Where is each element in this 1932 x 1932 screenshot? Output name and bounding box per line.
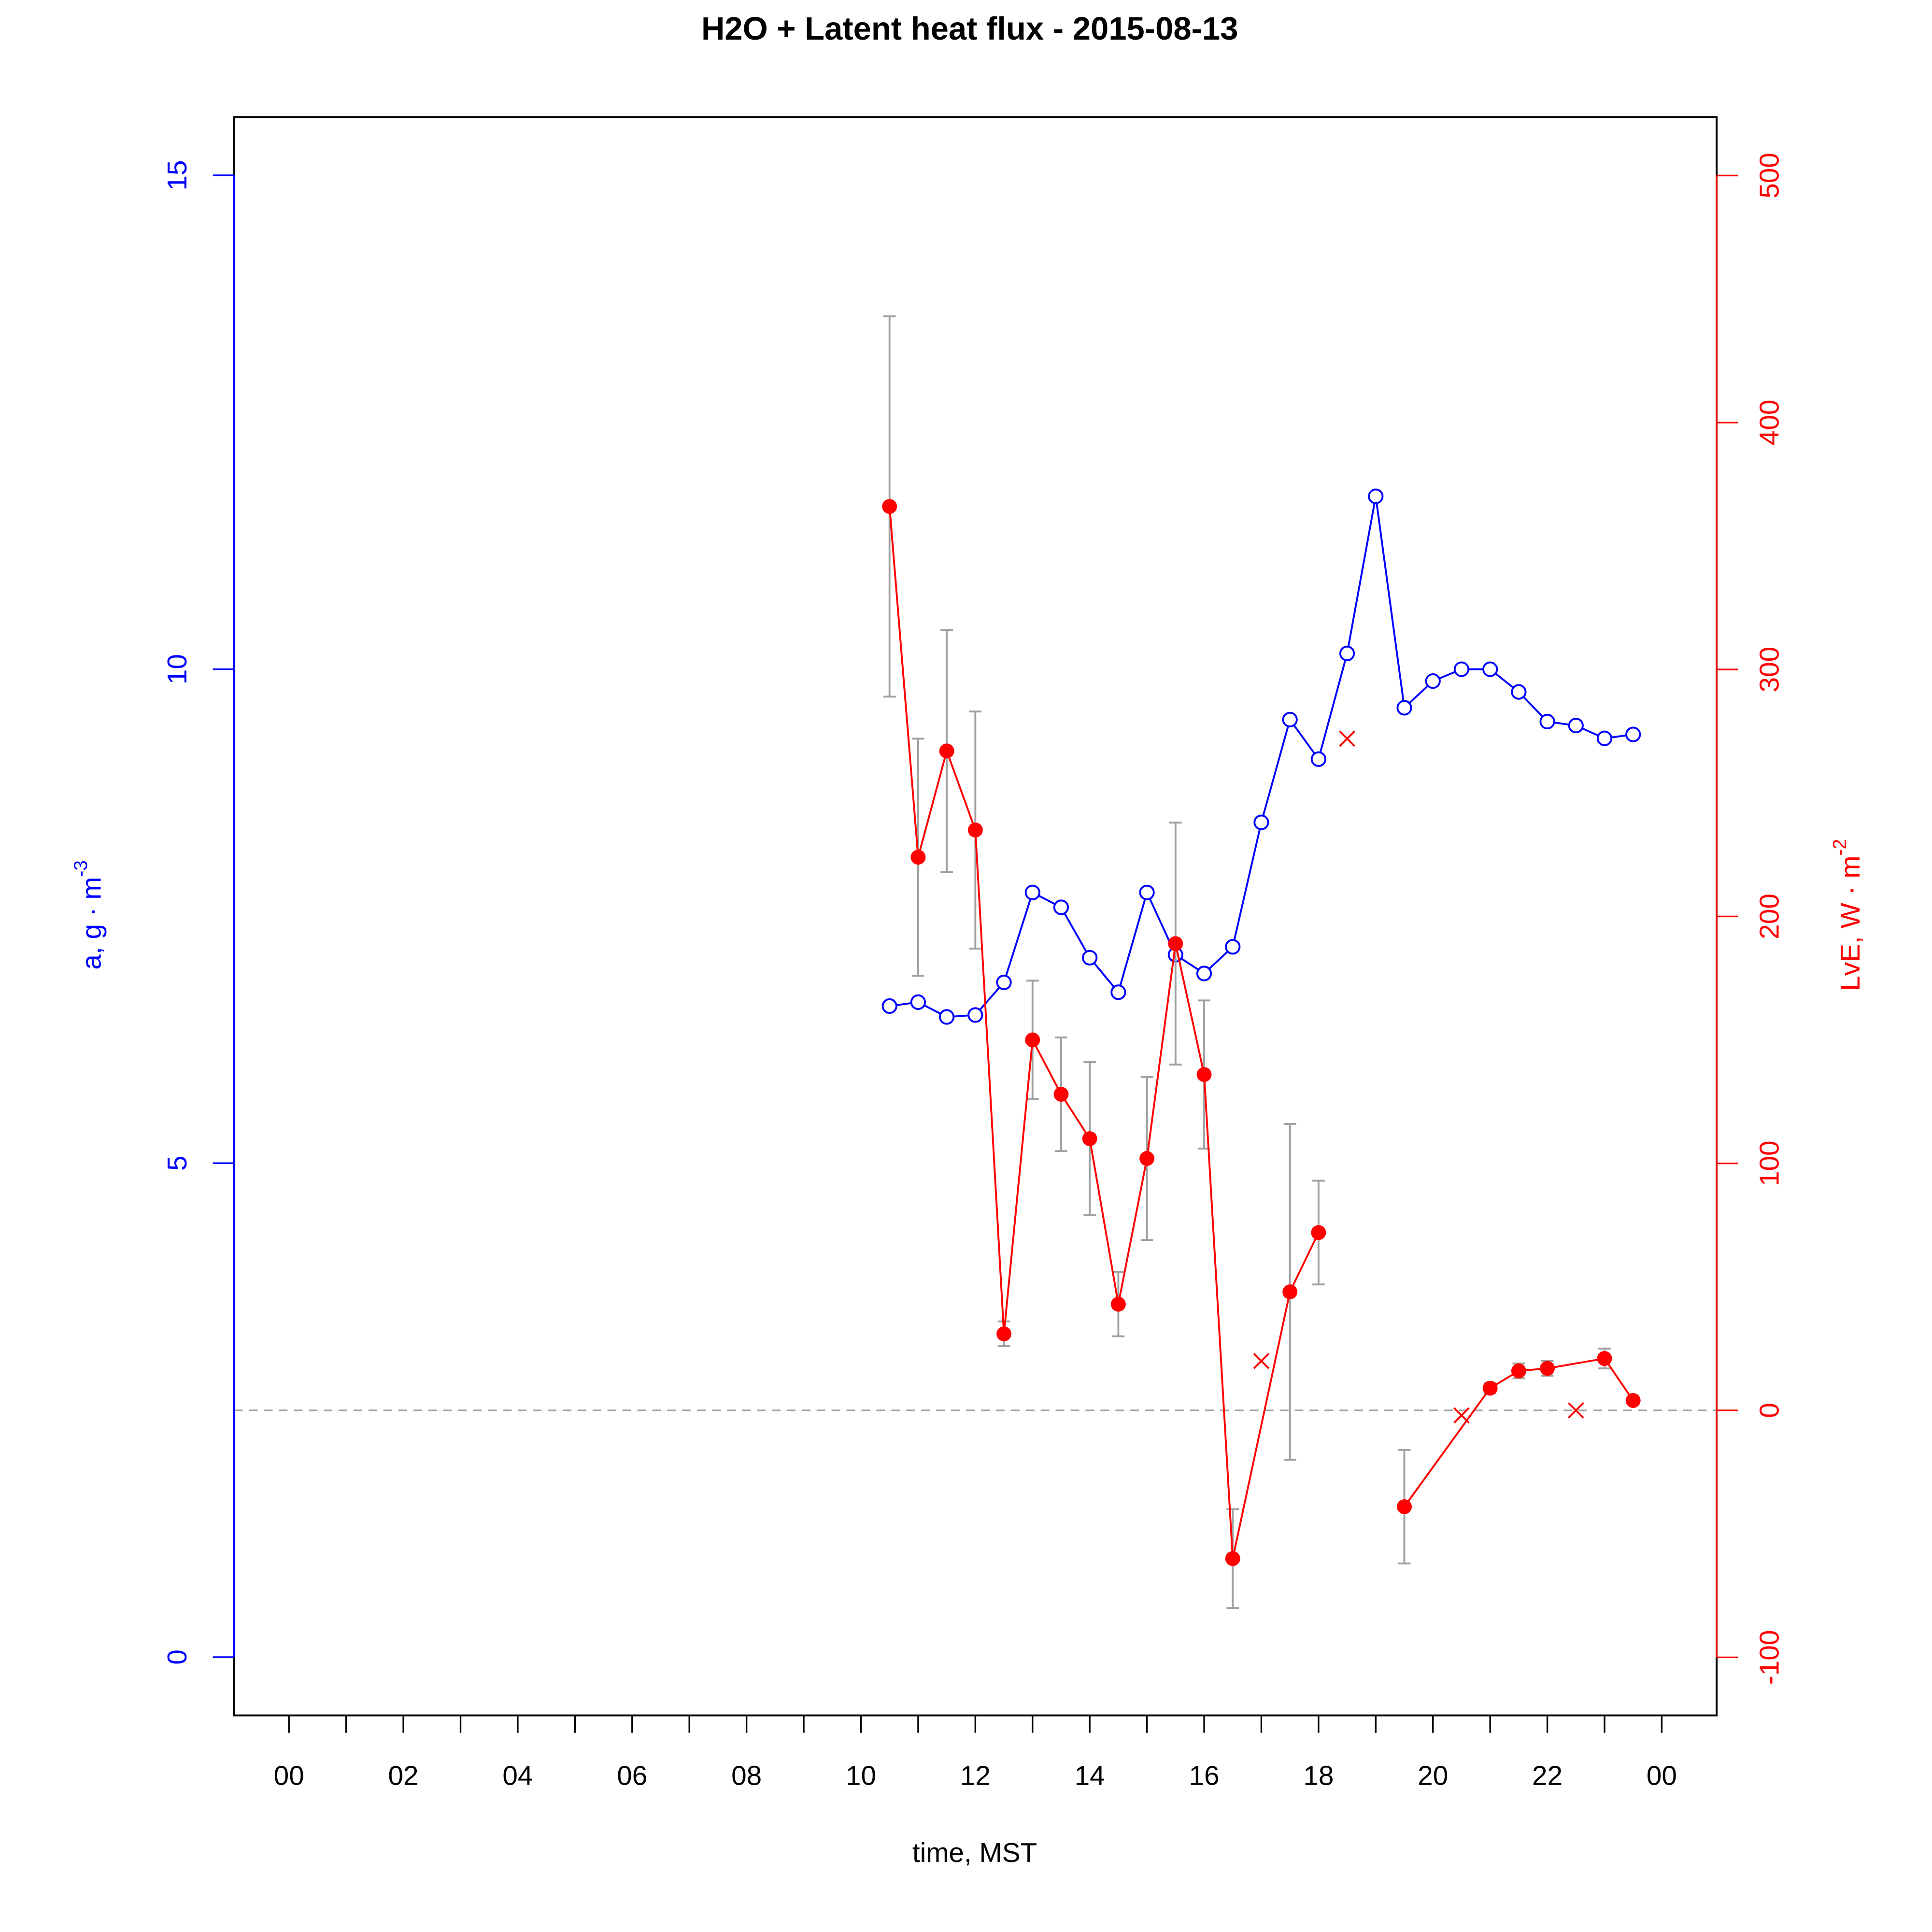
point: [881, 998, 897, 1014]
point: [1567, 1402, 1584, 1419]
point: [1339, 645, 1355, 661]
point: [1025, 1032, 1040, 1048]
point: [1168, 936, 1183, 952]
x-tick-label: 18: [1303, 1761, 1334, 1791]
point: [1310, 751, 1326, 767]
point: [967, 1007, 983, 1023]
point: [882, 499, 897, 514]
point: [1253, 1352, 1270, 1369]
x-tick-label: 14: [1075, 1761, 1105, 1791]
point: [1453, 1407, 1470, 1424]
point: [910, 850, 926, 865]
y2-tick-label: 0: [1755, 1403, 1785, 1418]
point: [1540, 1361, 1555, 1376]
x-tick-label: 02: [388, 1761, 419, 1791]
x-axis-label: time, MST: [912, 1838, 1037, 1868]
point: [910, 994, 926, 1010]
y2-axis-label-text: LvE, W · m: [1835, 855, 1866, 991]
point: [1368, 488, 1384, 504]
x-tick-label: 22: [1532, 1761, 1563, 1791]
point: [1196, 966, 1212, 981]
x-tick-label: 08: [731, 1761, 762, 1791]
point: [1225, 1551, 1240, 1566]
point: [1397, 1499, 1412, 1514]
y2-axis-label-sup: -2: [1830, 839, 1850, 855]
y-tick-label: 0: [162, 1649, 193, 1665]
x-tick-label: 06: [617, 1761, 647, 1791]
y2-tick-label: 100: [1755, 1140, 1785, 1186]
point: [1024, 884, 1040, 900]
point: [1282, 711, 1298, 728]
y2-tick-label: -100: [1755, 1630, 1785, 1685]
point: [967, 822, 983, 838]
y2-tick-label: 400: [1755, 399, 1785, 445]
point: [996, 1326, 1012, 1342]
y-tick-label: 10: [162, 654, 193, 684]
y-tick-label: 15: [162, 160, 193, 190]
x-tick-label: 12: [960, 1761, 991, 1791]
point: [1625, 726, 1641, 742]
point: [1596, 730, 1613, 746]
y2-axis-label: LvE, W · m-2: [1830, 839, 1866, 991]
point: [1053, 899, 1069, 915]
y2-tick-label: 200: [1755, 894, 1785, 939]
point: [1511, 684, 1527, 700]
point: [1482, 1380, 1498, 1396]
point: [1425, 673, 1441, 689]
x-tick-label: 16: [1189, 1761, 1220, 1791]
point: [1110, 984, 1126, 1000]
point: [1139, 884, 1155, 900]
point: [1597, 1351, 1612, 1366]
y-tick-label: 5: [162, 1155, 193, 1171]
point: [1339, 730, 1355, 747]
point: [1511, 1363, 1526, 1378]
point: [1139, 1151, 1155, 1166]
point: [1082, 1131, 1097, 1147]
x-tick-label: 00: [274, 1761, 304, 1791]
point: [1482, 661, 1498, 677]
y-axis-label-text: a, g · m: [76, 877, 107, 969]
point: [996, 974, 1012, 991]
x-tick-label: 00: [1647, 1761, 1677, 1791]
point: [1568, 718, 1584, 734]
y-axis-label: a, g · m-3: [71, 860, 107, 970]
point: [1196, 1067, 1212, 1082]
chart-title: H2O + Latent heat flux - 2015-08-13: [701, 11, 1238, 47]
y-axis-label-sup: -3: [71, 860, 91, 877]
x-tick-label: 10: [846, 1761, 876, 1791]
point: [1082, 950, 1098, 966]
point: [1282, 1284, 1298, 1300]
y2-tick-label: 300: [1755, 647, 1785, 693]
point: [1110, 1296, 1126, 1312]
point: [1396, 700, 1412, 716]
point: [939, 1009, 955, 1025]
y2-tick-label: 500: [1755, 153, 1785, 199]
point: [1311, 1225, 1326, 1240]
point: [1539, 713, 1555, 730]
point: [1625, 1393, 1641, 1408]
point: [1053, 1087, 1069, 1102]
x-tick-label: 20: [1418, 1761, 1448, 1791]
point: [1253, 814, 1269, 830]
x-tick-label: 04: [502, 1761, 533, 1791]
point: [1225, 939, 1241, 955]
point: [1453, 661, 1470, 677]
point: [939, 743, 954, 759]
